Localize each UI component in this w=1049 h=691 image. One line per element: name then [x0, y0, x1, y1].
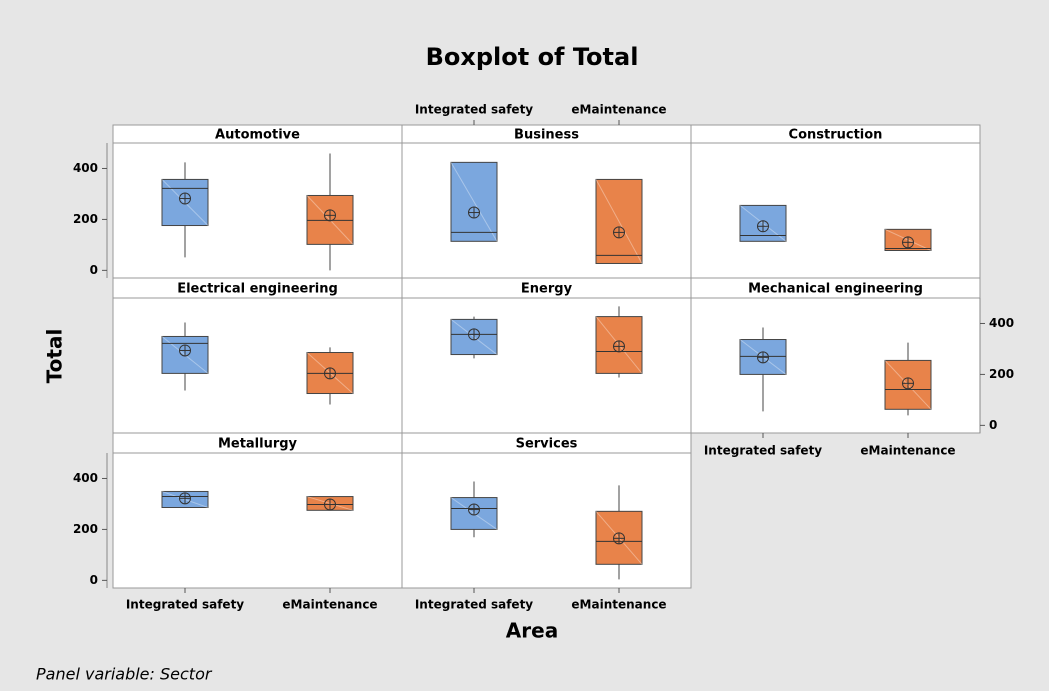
strip-label: Automotive: [215, 128, 300, 143]
strip: [690, 277, 981, 299]
panel: [401, 452, 692, 589]
x-tick-label: Integrated safety: [704, 444, 822, 458]
panel: [112, 142, 403, 279]
x-tick-label: Integrated safety: [415, 598, 533, 612]
panel: [690, 142, 981, 279]
y-tick-label: 200: [73, 212, 98, 226]
y-tick-label: 400: [989, 316, 1014, 330]
strip-label: Electrical engineering: [177, 282, 338, 297]
y-axis-label: Total: [43, 329, 67, 384]
panel: [112, 452, 403, 589]
x-tick-label: eMaintenance: [571, 598, 666, 612]
x-tick-label: eMaintenance: [860, 444, 955, 458]
x-axis-label: Area: [506, 619, 558, 643]
strip-label: Construction: [789, 128, 883, 143]
box: [450, 161, 498, 242]
box-shine: [450, 162, 498, 242]
strip-label: Mechanical engineering: [748, 282, 923, 297]
box-shine: [595, 179, 643, 264]
y-tick-label: 0: [90, 263, 98, 277]
y-tick-label: 0: [90, 573, 98, 587]
strip: [401, 432, 692, 454]
panel: [690, 297, 981, 434]
box: [595, 178, 643, 264]
footnote: Panel variable: Sector: [36, 665, 213, 684]
x-tick-label: eMaintenance: [282, 598, 377, 612]
x-tick-label: eMaintenance: [571, 103, 666, 117]
y-tick-label: 200: [73, 522, 98, 536]
strip-label: Business: [514, 128, 579, 143]
panel: [401, 297, 692, 434]
strip-label: Services: [516, 437, 578, 452]
x-tick-label: Integrated safety: [126, 598, 244, 612]
panel: [112, 297, 403, 434]
chart-title: Boxplot of Total: [426, 43, 639, 71]
y-tick-label: 200: [989, 367, 1014, 381]
y-tick-label: 400: [73, 161, 98, 175]
strip-label: Energy: [521, 282, 573, 297]
y-tick-label: 400: [73, 471, 98, 485]
y-tick-label: 0: [989, 418, 997, 432]
panel: [401, 142, 692, 279]
x-tick-label: Integrated safety: [415, 103, 533, 117]
strip: [690, 124, 981, 144]
strip-label: Metallurgy: [218, 437, 298, 452]
